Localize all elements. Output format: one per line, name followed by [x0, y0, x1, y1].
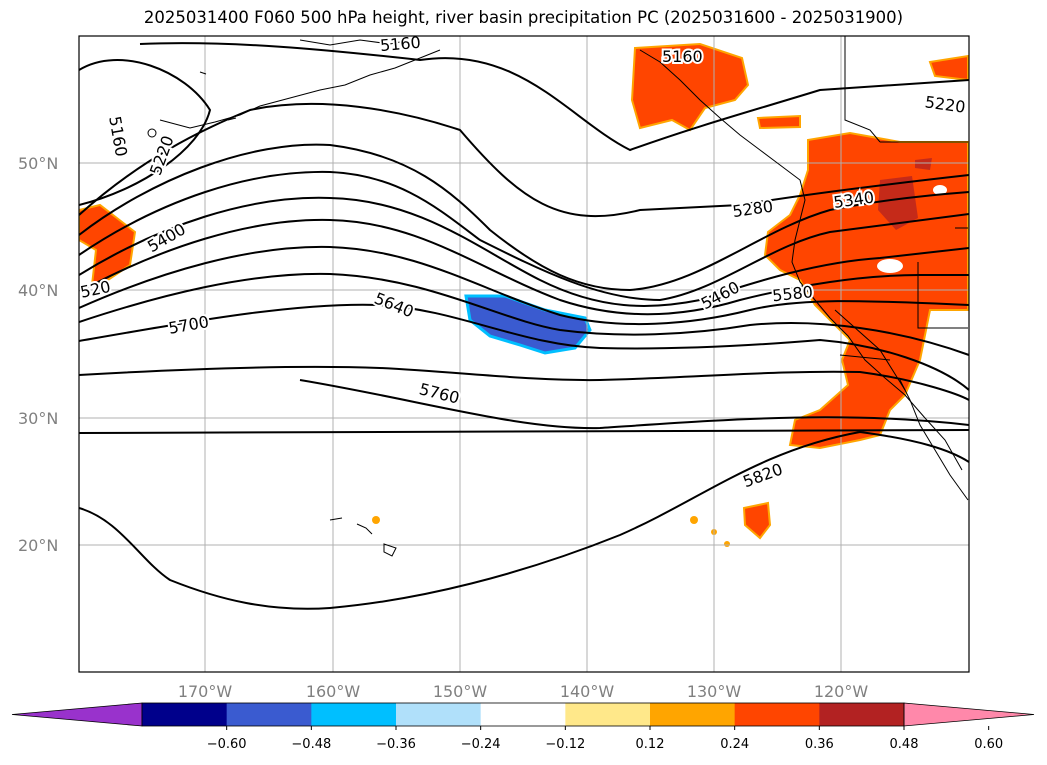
contour-label: 5760: [417, 379, 461, 407]
colorbar-tick-label: −0.48: [291, 737, 331, 752]
colorbar-tick-label: 0.24: [720, 737, 749, 752]
colorbar: −0.60 −0.48 −0.36 −0.24 −0.12 0.12 0.24 0.36 0.4…: [11, 702, 1035, 752]
gridlines: [79, 36, 969, 672]
colorbar-outline: [141, 702, 905, 727]
colorbar-bin: [819, 703, 905, 726]
height-contours: [79, 42, 969, 610]
colorbar-tick-label: 0.48: [890, 737, 919, 752]
colorbar-bin: [396, 703, 482, 726]
lon-label: 120°W: [814, 682, 869, 701]
colorbar-tick-label: −0.24: [461, 737, 501, 752]
lon-label: 150°W: [433, 682, 488, 701]
colorbar-bin: [142, 703, 228, 726]
colorbar-bin: [734, 703, 820, 726]
lon-label: 130°W: [687, 682, 742, 701]
latitude-labels: 50°N 40°N 30°N 20°N: [18, 154, 58, 555]
lat-label: 50°N: [18, 154, 58, 173]
colorbar-bin: [565, 703, 651, 726]
colorbar-tick-label: 0.60: [974, 737, 1003, 752]
contour-label: 5160: [379, 33, 421, 55]
map-frame: [78, 35, 970, 673]
lat-label: 20°N: [18, 536, 58, 555]
map-plot-area: [79, 36, 969, 672]
colorbar-bin: [311, 703, 397, 726]
colorbar-tick-label: −0.36: [376, 737, 416, 752]
colorbar-bin: [226, 703, 312, 726]
colorbar-tick-label: 0.36: [805, 737, 834, 752]
lat-label: 40°N: [18, 281, 58, 300]
contour-label: 5160: [662, 47, 703, 66]
colorbar-tick-label: −0.60: [207, 737, 247, 752]
coastlines: [147, 36, 969, 557]
map-title: 2025031400 F060 500 hPa height, river ba…: [143, 8, 904, 27]
lat-label: 30°N: [18, 409, 58, 428]
lon-label: 140°W: [560, 682, 615, 701]
colorbar-tick-label: 0.12: [636, 737, 665, 752]
longitude-labels: 170°W 160°W 150°W 140°W 130°W 120°W: [178, 682, 869, 701]
colorbar-bin: [650, 703, 736, 726]
lon-label: 160°W: [306, 682, 361, 701]
lon-label: 170°W: [178, 682, 233, 701]
colorbar-tick-label: −0.12: [545, 737, 585, 752]
colorbar-extend-high: [903, 702, 1035, 727]
colorbar-bin: [480, 703, 566, 726]
contour-label: 5280: [731, 197, 774, 221]
colorbar-extend-low: [11, 702, 143, 727]
